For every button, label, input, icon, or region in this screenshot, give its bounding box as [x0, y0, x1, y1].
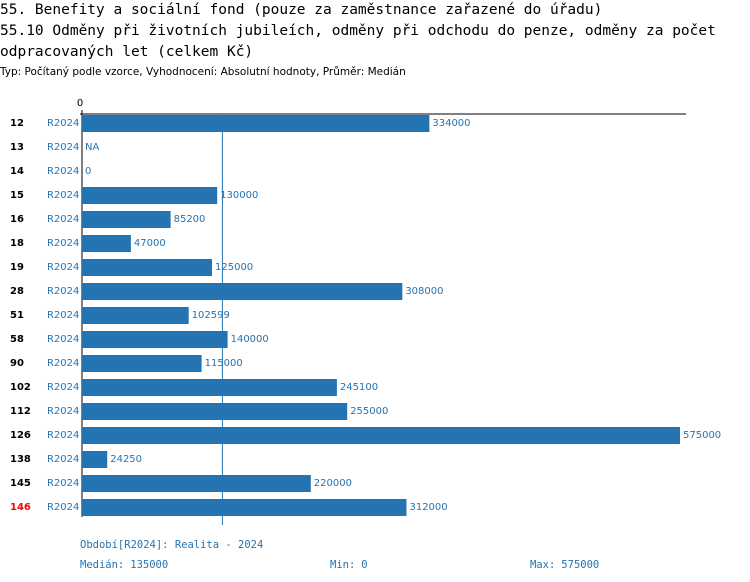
category-label: 12	[10, 118, 24, 129]
value-label: 312000	[409, 502, 447, 513]
bar	[82, 211, 171, 228]
period-label: R2024	[47, 118, 79, 129]
value-label: 24250	[110, 454, 142, 465]
bar	[82, 115, 430, 132]
value-label: 85200	[174, 214, 206, 225]
value-label: 334000	[432, 118, 470, 129]
value-label: 220000	[314, 478, 352, 489]
category-label: 145	[10, 478, 31, 489]
period-label: R2024	[47, 406, 79, 417]
value-label: 102599	[192, 310, 230, 321]
category-label: 19	[10, 262, 24, 273]
chart-subtitle: 55.10 Odměny při životních jubileích, od…	[0, 23, 716, 60]
period-label: R2024	[47, 214, 79, 225]
value-label: 140000	[231, 334, 269, 345]
x-tick-label: 0	[77, 98, 83, 109]
value-label: 245100	[340, 382, 378, 393]
value-label: NA	[85, 142, 99, 153]
category-label: 58	[10, 334, 24, 345]
bar	[82, 475, 311, 492]
description: Typ: Počítaný podle vzorce, Vyhodnocení:…	[0, 66, 406, 78]
period-label: R2024	[47, 310, 79, 321]
value-label: 255000	[350, 406, 388, 417]
period-label: R2024	[47, 382, 79, 393]
period-label: R2024	[47, 478, 79, 489]
category-label: 13	[10, 142, 24, 153]
category-label: 14	[10, 166, 24, 177]
period-label: R2024	[47, 334, 79, 345]
category-label: 102	[10, 382, 31, 393]
category-label: 28	[10, 286, 24, 297]
bar	[82, 451, 108, 468]
period-label: R2024	[47, 358, 79, 369]
period-label: R2024	[47, 238, 79, 249]
bar	[82, 403, 348, 420]
category-label: 90	[10, 358, 24, 369]
bar	[82, 331, 228, 348]
bar	[82, 283, 403, 300]
bar	[82, 307, 189, 324]
footer-value: 135000	[130, 559, 168, 571]
period-label: R2024	[47, 142, 79, 153]
value-label: 130000	[220, 190, 258, 201]
category-label: 51	[10, 310, 24, 321]
period-label: R2024	[47, 430, 79, 441]
header: 55. Benefity a sociální fond (pouze za z…	[0, 0, 722, 63]
period-label: R2024	[47, 166, 79, 177]
period-label: R2024	[47, 286, 79, 297]
bar	[82, 187, 218, 204]
footer-value: 0	[361, 559, 367, 571]
category-label: 138	[10, 454, 31, 465]
category-label: 15	[10, 190, 24, 201]
period-label: R2024	[47, 190, 79, 201]
period-note: Období[R2024]: Realita - 2024	[80, 539, 263, 551]
category-label: 112	[10, 406, 31, 417]
bar	[82, 499, 407, 516]
footer-value: 575000	[561, 559, 599, 571]
value-label: 308000	[405, 286, 443, 297]
period-label: R2024	[47, 262, 79, 273]
value-label: 125000	[215, 262, 253, 273]
period-label: R2024	[47, 454, 79, 465]
bar	[82, 259, 212, 276]
value-label: 575000	[683, 430, 721, 441]
footer-label: Max:	[530, 559, 555, 571]
category-label: 146	[10, 502, 31, 513]
value-label: 0	[85, 166, 91, 177]
value-label: 47000	[134, 238, 166, 249]
bar	[82, 379, 337, 396]
chart-title: 55. Benefity a sociální fond (pouze za z…	[0, 2, 603, 18]
period-label: R2024	[47, 502, 79, 513]
value-label: 115000	[205, 358, 243, 369]
category-label: 126	[10, 430, 31, 441]
category-label: 18	[10, 238, 24, 249]
category-label: 16	[10, 214, 24, 225]
bar	[82, 235, 131, 252]
bar	[82, 355, 202, 372]
footer-label: Medián:	[80, 559, 124, 571]
footer-label: Min:	[330, 559, 355, 571]
bar	[82, 427, 680, 444]
